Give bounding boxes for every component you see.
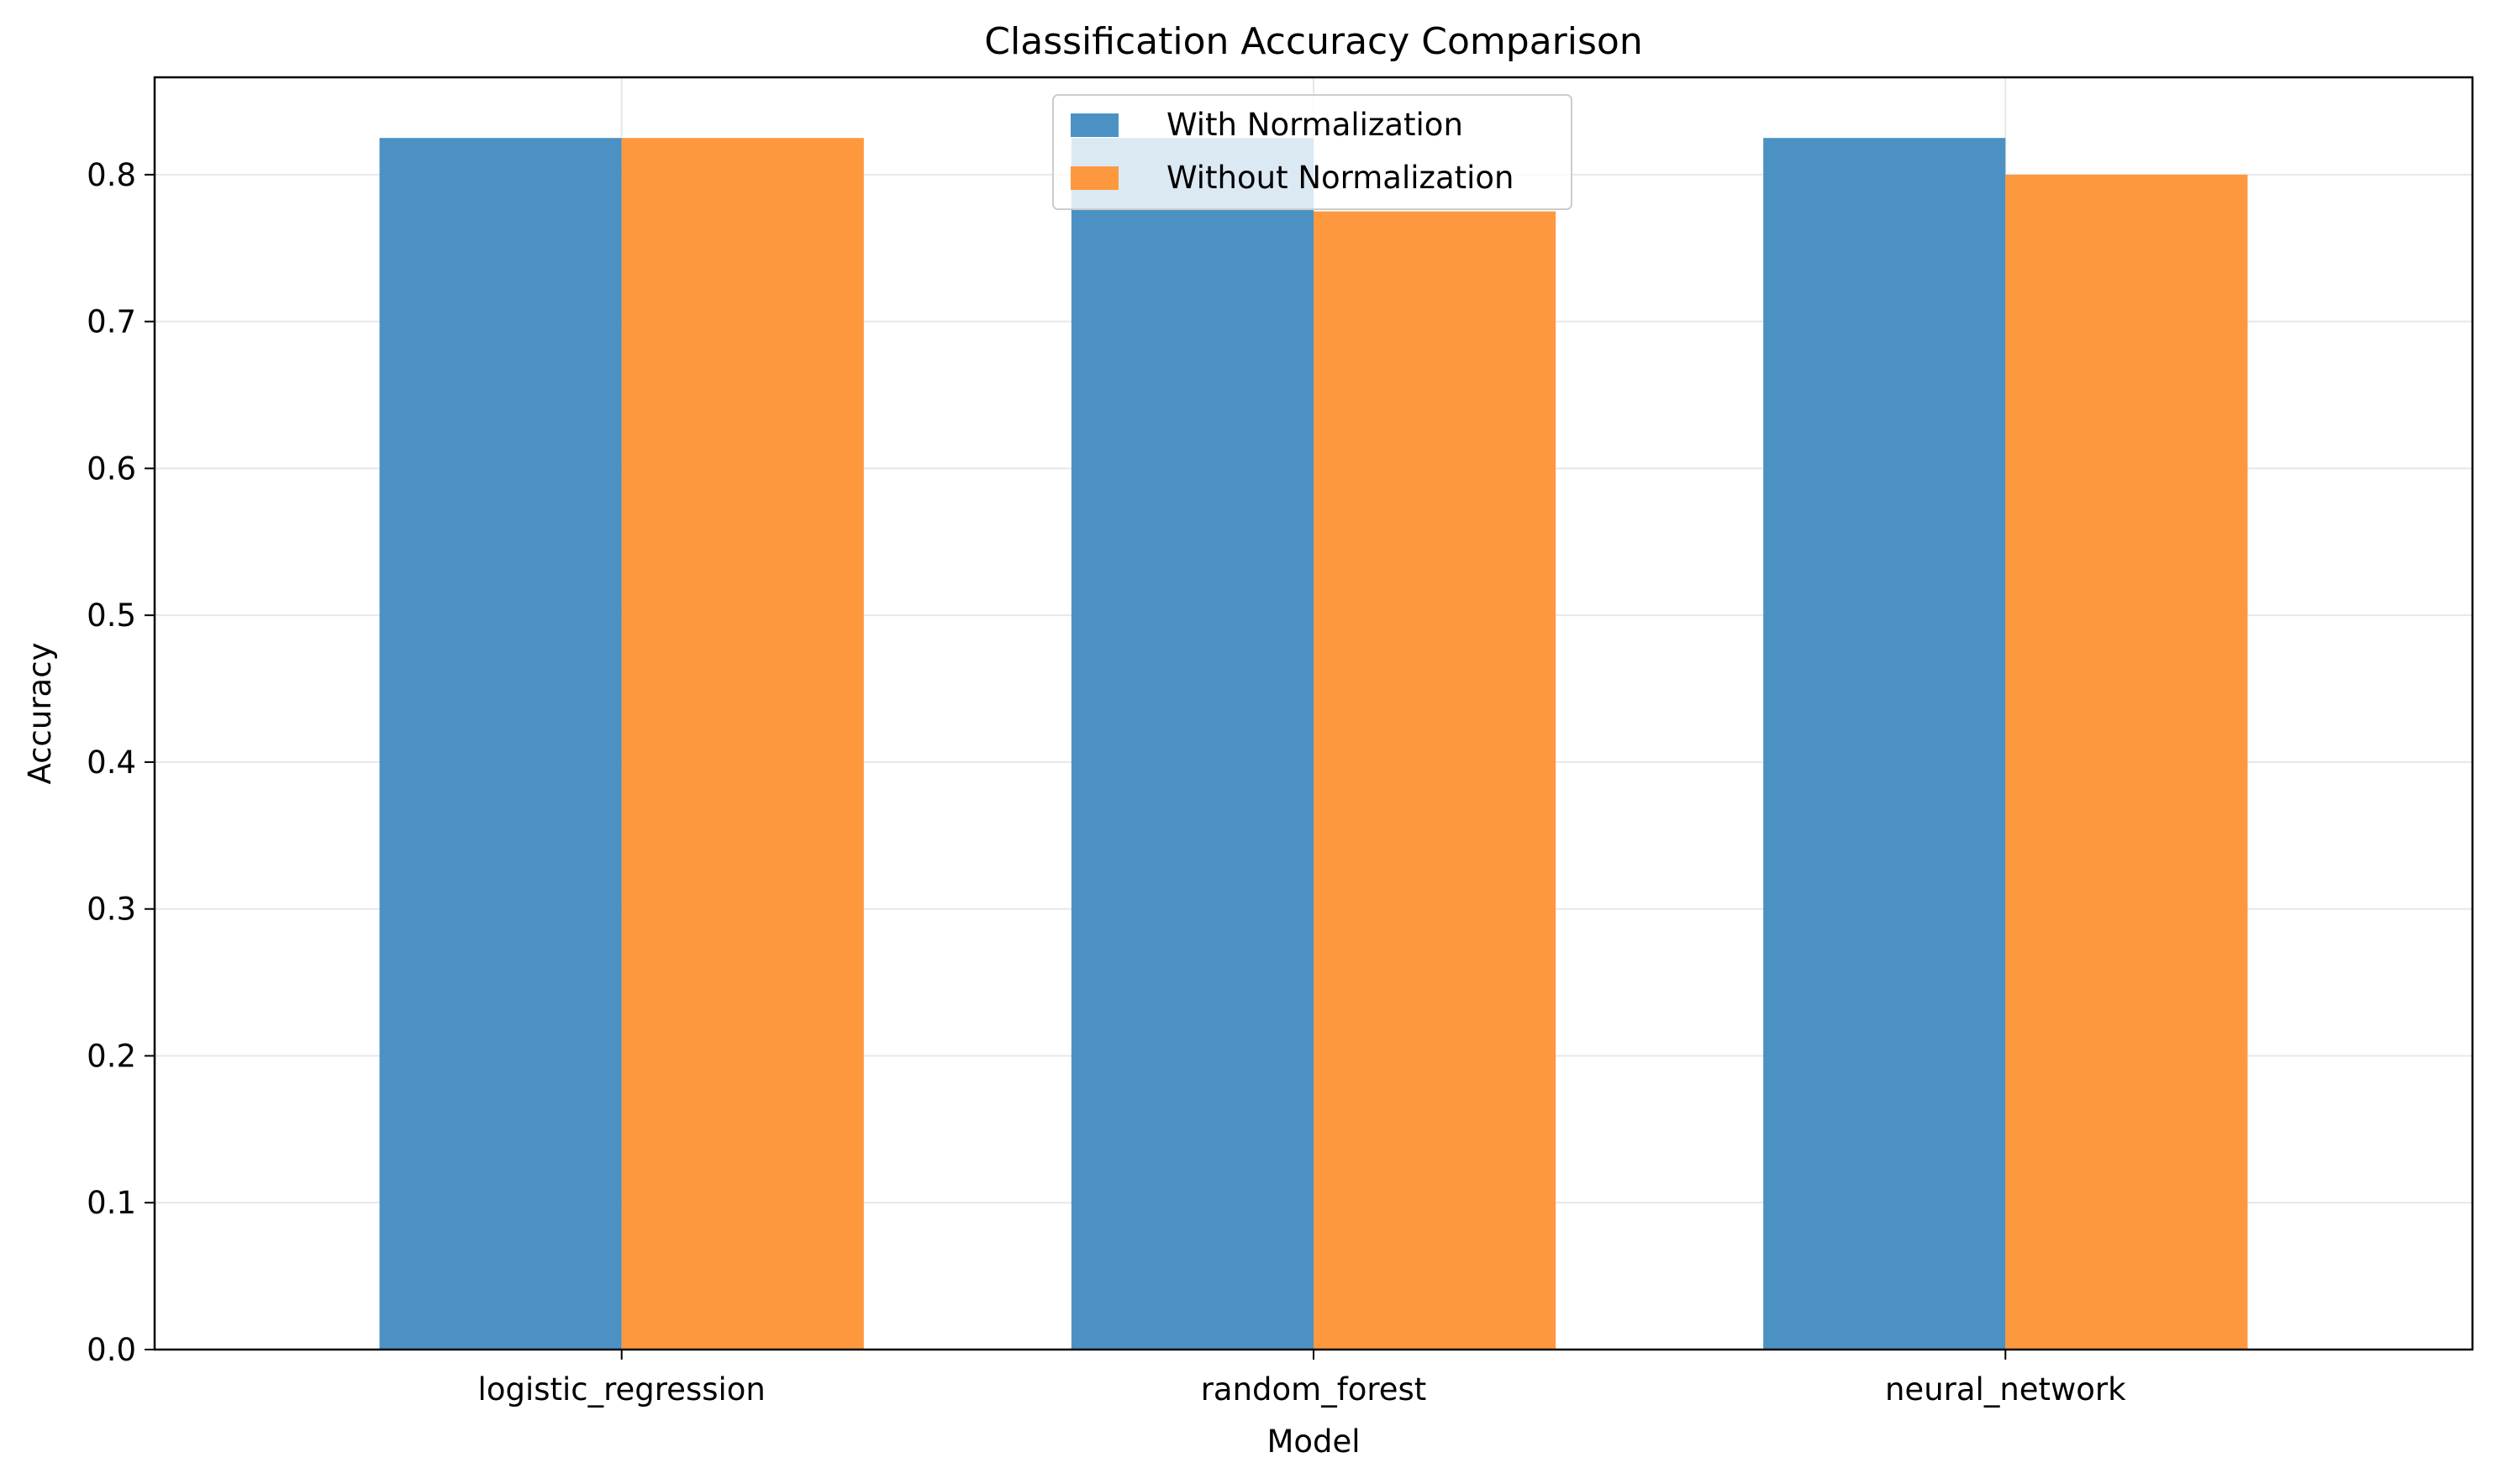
chart-title: Classification Accuracy Comparison <box>984 20 1642 63</box>
bar-with-normalization-logistic-regression <box>379 138 622 1350</box>
legend-box <box>1052 94 1572 210</box>
legend-label-without-normalization: Without Normalization <box>1166 160 1514 196</box>
y-axis: 0.0 0.1 0.2 0.3 0.4 0.5 0.6 0.7 0.8 <box>87 157 155 1368</box>
legend-label-with-normalization: With Normalization <box>1166 107 1463 143</box>
x-tick-label: logistic_regression <box>478 1371 766 1408</box>
bar-without-normalization-logistic-regression <box>621 138 864 1350</box>
y-tick-label: 0.1 <box>87 1185 136 1221</box>
bar-with-normalization-random-forest <box>1071 138 1314 1350</box>
y-tick-label: 0.5 <box>87 597 136 634</box>
bar-with-normalization-neural-network <box>1763 138 2006 1350</box>
legend-swatch-with-normalization <box>1071 113 1119 137</box>
y-tick-label: 0.2 <box>87 1038 136 1074</box>
x-tick-label: neural_network <box>1885 1371 2126 1408</box>
legend-swatch-without-normalization <box>1071 166 1119 190</box>
bar-without-normalization-random-forest <box>1314 211 1556 1350</box>
x-tick-label: random_forest <box>1201 1371 1427 1408</box>
y-tick-label: 0.3 <box>87 892 136 928</box>
y-tick-label: 0.7 <box>87 304 136 340</box>
x-axis: logistic_regression random_forest neural_n… <box>478 1350 2126 1408</box>
y-axis-label: Accuracy <box>22 643 58 785</box>
x-axis-label: Model <box>1266 1423 1360 1460</box>
bar-without-normalization-neural-network <box>2005 174 2248 1350</box>
y-tick-label: 0.0 <box>87 1332 136 1368</box>
legend: With Normalization Without Normalization <box>1052 94 1572 210</box>
bars <box>379 138 2248 1350</box>
y-tick-label: 0.4 <box>87 745 136 781</box>
y-tick-label: 0.8 <box>87 157 136 193</box>
y-tick-label: 0.6 <box>87 450 136 487</box>
